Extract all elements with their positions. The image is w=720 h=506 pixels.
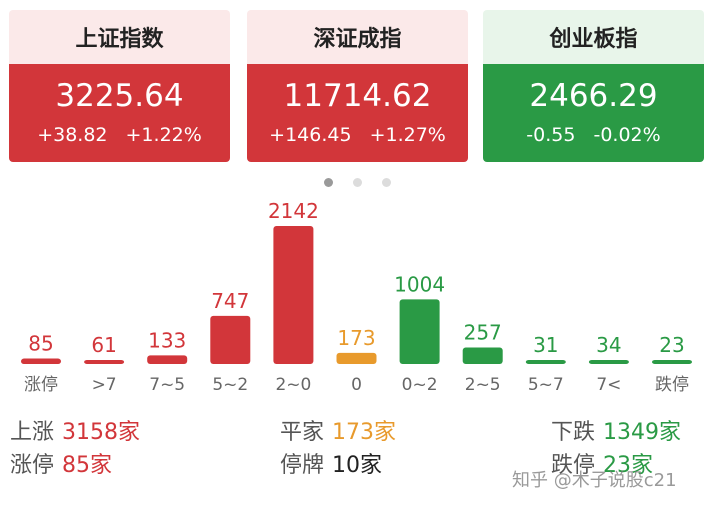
pager-dot-active[interactable] [324, 178, 333, 187]
stat-limit-up: 涨停 85家 [10, 452, 112, 480]
bar-7 [462, 347, 503, 364]
stat-suspended: 停牌 10家 [280, 452, 382, 480]
bar-0 [21, 358, 61, 364]
index-card-shenzhen[interactable]: 深证成指 11714.62 +146.45 +1.27% [247, 10, 468, 162]
index-change-pct: +1.27% [369, 124, 446, 146]
stat-label: 下跌 [551, 420, 596, 445]
bar-value-label: 257 [464, 320, 502, 344]
stat-value: 23家 [603, 453, 654, 478]
stat-value: 173家 [332, 420, 397, 445]
stat-value: 10家 [332, 453, 383, 478]
index-change-pct: +1.22% [125, 124, 202, 146]
bar-value-label: 2142 [268, 199, 319, 223]
category-label: 涨停 [24, 375, 58, 395]
index-name: 创业板指 [483, 10, 704, 64]
index-value: 11714.62 [283, 78, 432, 114]
bar-value-label: 61 [91, 333, 116, 357]
index-card-shanghai[interactable]: 上证指数 3225.64 +38.82 +1.22% [9, 10, 230, 162]
bar-value-label: 133 [148, 328, 186, 352]
category-label: 5~2 [212, 375, 248, 395]
category-label: 2~0 [275, 375, 311, 395]
stat-label: 平家 [280, 420, 325, 445]
stat-flat: 平家 173家 [280, 419, 396, 447]
stat-value: 3158家 [62, 420, 141, 445]
stat-label: 跌停 [551, 453, 596, 478]
bar-value-label: 34 [596, 333, 621, 357]
stat-up: 上涨 3158家 [10, 419, 140, 447]
bar-value-label: 173 [337, 326, 375, 350]
index-value: 3225.64 [55, 78, 184, 114]
pager-dots[interactable] [0, 178, 720, 188]
bar-10 [652, 360, 692, 364]
rise-fall-distribution-chart: 85 涨停 61 >7 133 7~5 747 5~2 2142 2~0 173 0 1004 0~2 25… [21, 199, 692, 395]
category-label: 2~5 [465, 375, 501, 395]
bar-6 [399, 299, 440, 364]
stat-label: 停牌 [280, 453, 325, 478]
bar-9 [588, 360, 629, 364]
bar-5 [336, 352, 377, 364]
stat-label: 上涨 [10, 420, 55, 445]
pager-dot[interactable] [353, 178, 362, 187]
index-change: +146.45 [269, 124, 352, 146]
index-name: 上证指数 [9, 10, 230, 64]
stat-label: 涨停 [10, 453, 55, 478]
index-card-chinext[interactable]: 创业板指 2466.29 -0.55 -0.02% [483, 10, 704, 162]
stat-down: 下跌 1349家 [551, 419, 681, 447]
index-change: +38.82 [37, 124, 108, 146]
category-label: 7< [596, 375, 621, 395]
bar-8 [525, 360, 566, 364]
bar-value-label: 1004 [394, 272, 445, 296]
index-change-pct: -0.02% [593, 124, 661, 146]
bar-4 [273, 226, 314, 364]
stat-value: 1349家 [603, 420, 682, 445]
stat-limit-down: 跌停 23家 [551, 452, 653, 480]
index-name: 深证成指 [247, 10, 468, 64]
bar-value-label: 23 [659, 333, 684, 357]
category-label: 0~2 [402, 375, 438, 395]
bar-value-label: 31 [533, 333, 558, 357]
category-label: 0 [351, 375, 362, 395]
bar-3 [210, 315, 251, 364]
category-label: 7~5 [149, 375, 185, 395]
bar-1 [84, 360, 125, 364]
category-label: 5~7 [528, 375, 564, 395]
pager-dot[interactable] [382, 178, 391, 187]
bar-value-label: 85 [28, 332, 53, 356]
stat-value: 85家 [62, 453, 113, 478]
index-change: -0.55 [526, 124, 576, 146]
category-label: >7 [92, 375, 117, 395]
index-value: 2466.29 [529, 78, 658, 114]
watermark: 知乎 @木子说股c21 [512, 470, 677, 491]
bar-value-label: 747 [211, 289, 249, 313]
bar-2 [147, 355, 188, 364]
category-label: 跌停 [655, 375, 689, 395]
